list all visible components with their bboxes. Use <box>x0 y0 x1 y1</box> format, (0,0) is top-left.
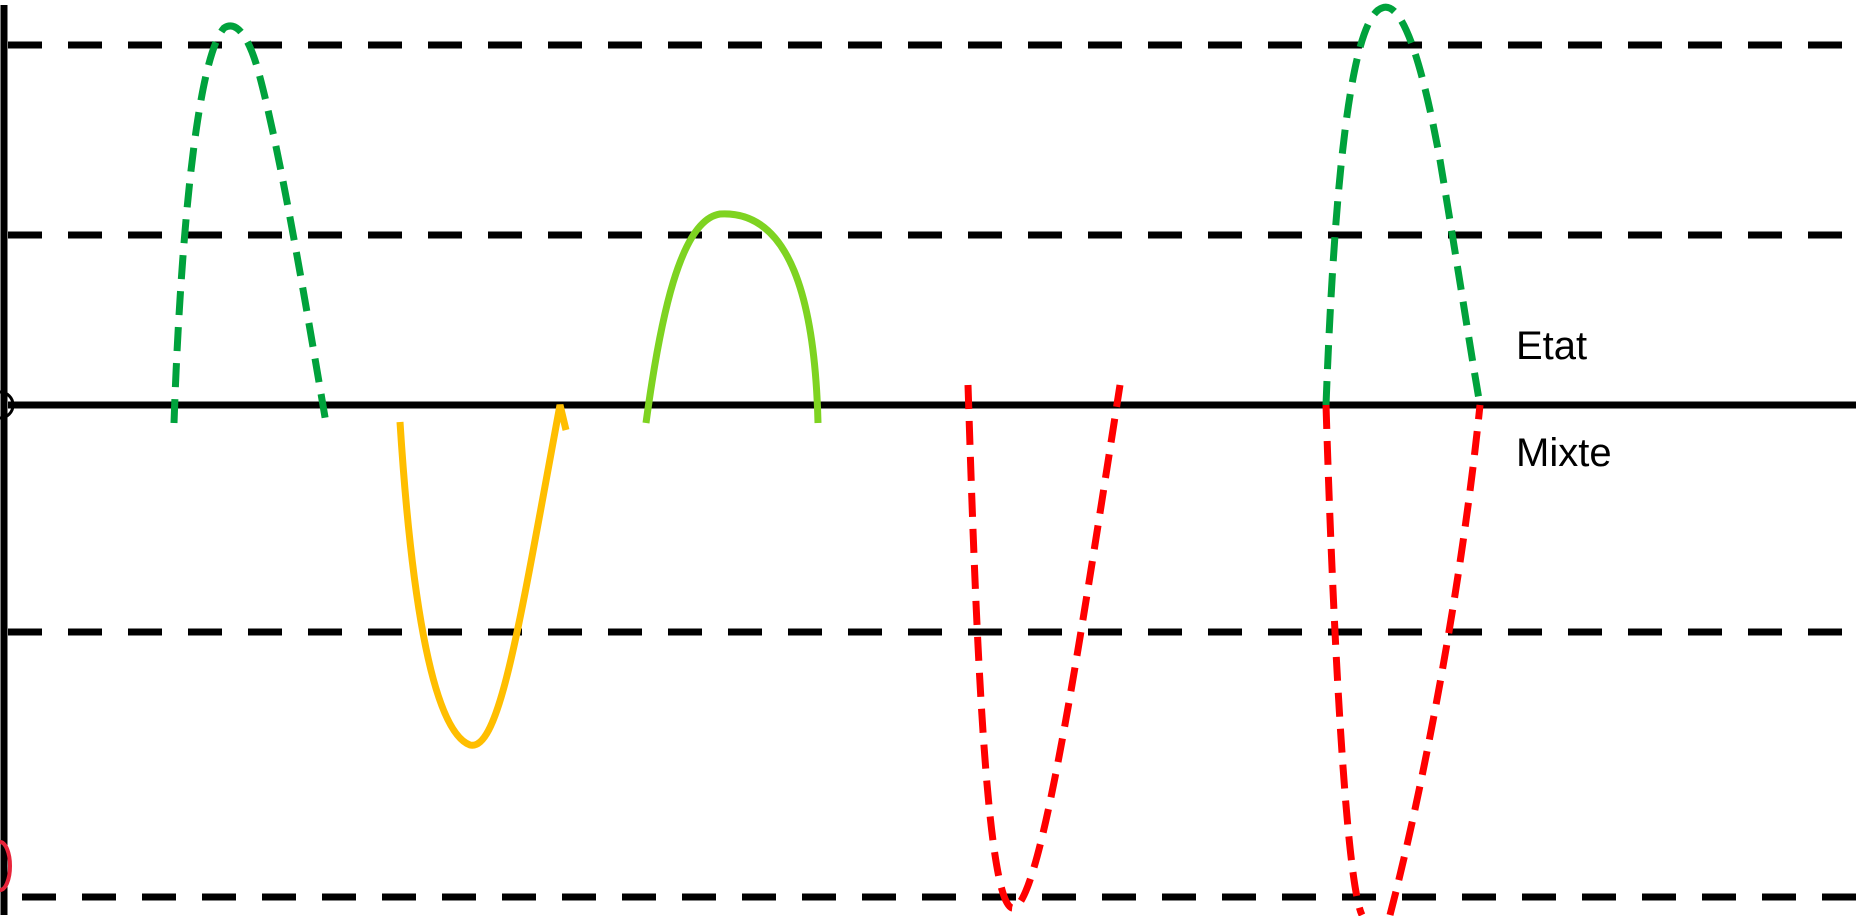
red-dashed-dip <box>964 384 1124 912</box>
left-edge-mark-white <box>0 390 15 420</box>
mixte-label: Mixte <box>1516 431 1612 475</box>
large-red-dashed-dip <box>1322 404 1484 916</box>
dark-green-dashed-arch <box>170 22 330 424</box>
orange-solid-dip <box>396 404 570 749</box>
left-edge-mark-red <box>0 840 12 892</box>
light-green-solid-arch <box>642 210 822 424</box>
etat-label: Etat <box>1516 324 1588 368</box>
large-green-dashed-arch <box>1322 3 1484 406</box>
